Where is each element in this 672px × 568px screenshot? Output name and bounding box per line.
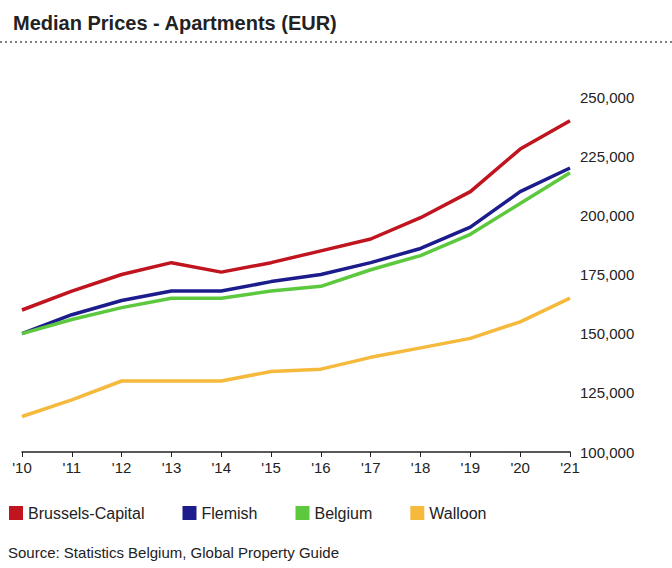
svg-text:'14: '14 [211,459,231,476]
svg-text:Source: Statistics Belgium, Gl: Source: Statistics Belgium, Global Prope… [8,544,339,561]
svg-text:'17: '17 [361,459,381,476]
svg-text:Belgium: Belgium [314,505,372,522]
svg-text:'15: '15 [261,459,281,476]
svg-text:'11: '11 [63,459,81,476]
svg-text:'19: '19 [461,459,481,476]
svg-text:'10: '10 [12,459,32,476]
svg-text:Median Prices - Apartments (EU: Median Prices - Apartments (EUR) [13,12,337,34]
svg-text:'13: '13 [162,459,182,476]
svg-text:200,000: 200,000 [580,207,634,224]
svg-text:Walloon: Walloon [429,505,486,522]
svg-text:125,000: 125,000 [580,384,634,401]
svg-text:'12: '12 [112,459,132,476]
svg-text:250,000: 250,000 [580,89,634,106]
svg-text:150,000: 150,000 [580,325,634,342]
svg-text:'21: '21 [560,459,580,476]
svg-text:Flemish: Flemish [201,505,257,522]
svg-text:225,000: 225,000 [580,148,634,165]
svg-text:100,000: 100,000 [580,444,634,461]
svg-text:'16: '16 [311,459,331,476]
svg-text:'20: '20 [510,459,530,476]
svg-text:'18: '18 [411,459,431,476]
svg-text:175,000: 175,000 [580,266,634,283]
svg-text:Brussels-Capital: Brussels-Capital [28,505,144,522]
